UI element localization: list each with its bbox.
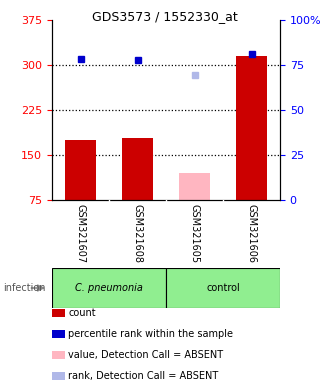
Text: control: control xyxy=(206,283,240,293)
Text: count: count xyxy=(69,308,96,318)
Text: GSM321608: GSM321608 xyxy=(133,205,143,263)
Bar xyxy=(65,140,96,200)
Bar xyxy=(236,56,267,200)
Bar xyxy=(52,268,166,308)
Text: GDS3573 / 1552330_at: GDS3573 / 1552330_at xyxy=(92,10,238,23)
Bar xyxy=(179,173,210,200)
Text: GSM321607: GSM321607 xyxy=(76,204,85,263)
Text: GSM321605: GSM321605 xyxy=(189,204,200,263)
Text: percentile rank within the sample: percentile rank within the sample xyxy=(69,329,234,339)
Text: rank, Detection Call = ABSENT: rank, Detection Call = ABSENT xyxy=(69,371,219,381)
Text: value, Detection Call = ABSENT: value, Detection Call = ABSENT xyxy=(69,350,224,360)
Bar xyxy=(122,138,153,200)
Text: C. pneumonia: C. pneumonia xyxy=(75,283,143,293)
Text: GSM321606: GSM321606 xyxy=(247,205,256,263)
Bar xyxy=(166,268,280,308)
Text: infection: infection xyxy=(3,283,46,293)
